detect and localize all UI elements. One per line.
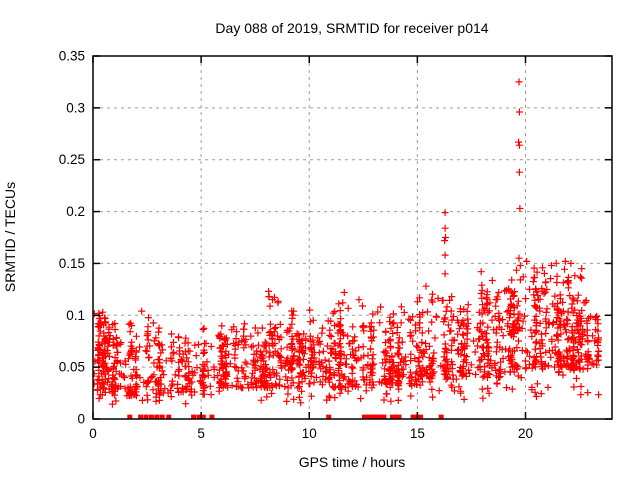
x-tick-label: 20	[518, 426, 533, 441]
x-axis-label: GPS time / hours	[299, 454, 406, 470]
plot-border	[92, 55, 613, 420]
zero-value-square	[393, 414, 399, 419]
zero-value-square	[159, 414, 165, 419]
zero-value-square	[209, 414, 215, 419]
zero-value-square	[200, 414, 206, 419]
zero-value-square	[410, 414, 416, 419]
x-tick-label: 10	[302, 426, 317, 441]
zero-value-square	[381, 414, 387, 419]
zero-value-square	[166, 414, 172, 419]
zero-value-square	[127, 414, 133, 419]
y-tick-label: 0.1	[66, 308, 85, 323]
zero-value-square	[371, 414, 377, 419]
zero-value-markers	[127, 414, 444, 419]
zero-value-square	[365, 414, 371, 419]
zero-value-square	[378, 414, 384, 419]
srmtid-scatter-points	[93, 78, 603, 408]
zero-value-square	[361, 414, 367, 419]
y-tick-label: 0.2	[66, 204, 85, 219]
zero-value-square	[154, 414, 160, 419]
zero-value-square	[413, 414, 419, 419]
x-tick-label: 0	[89, 426, 97, 441]
y-tick-label: 0	[77, 412, 85, 427]
zero-value-square	[374, 414, 380, 419]
zero-value-square	[196, 414, 202, 419]
zero-value-square	[396, 414, 402, 419]
y-axis-label: SRMTID / TECUs	[2, 182, 18, 292]
axis-ticks	[92, 55, 612, 420]
y-tick-label: 0.35	[59, 49, 85, 64]
x-tick-label: 15	[410, 426, 425, 441]
y-tick-label: 0.15	[59, 256, 85, 271]
zero-value-square	[368, 414, 374, 419]
y-tick-label: 0.25	[59, 152, 85, 167]
y-tick-label: 0.05	[59, 360, 85, 375]
chart-title: Day 088 of 2019, SRMTID for receiver p01…	[215, 20, 488, 36]
data-points-layer	[93, 78, 603, 408]
zero-value-square	[438, 414, 444, 419]
zero-value-square	[418, 414, 424, 419]
zero-value-square	[390, 414, 395, 419]
tick-labels: 0 5 10 15 20 0 0.05 0.1 0.15 0.2 0.25 0.3 0.35	[59, 49, 533, 442]
zero-value-square	[191, 414, 197, 419]
zero-value-square	[148, 414, 154, 419]
zero-value-square	[138, 414, 144, 419]
y-tick-label: 0.3	[66, 100, 85, 115]
x-tick-label: 5	[197, 426, 205, 441]
zero-value-square	[326, 414, 332, 419]
zero-value-square	[143, 414, 149, 419]
